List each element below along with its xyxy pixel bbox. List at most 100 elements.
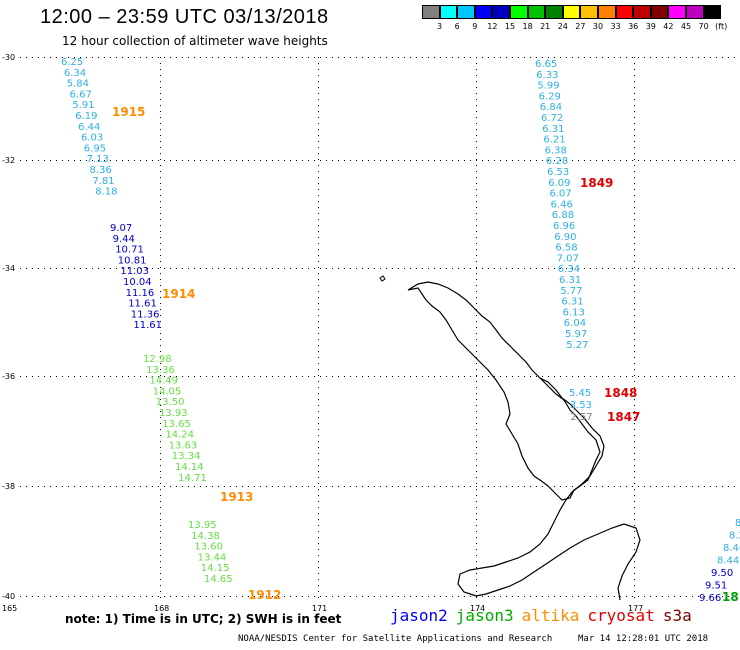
pass-time-label: 1849 [580,176,613,190]
wave-height-value: 7.13 [87,154,109,165]
generated-timestamp: Mar 14 12:28:01 UTC 2018 [578,634,709,644]
wave-height-value: 6.65 [535,59,557,70]
lon-label: 168 [154,604,169,613]
wave-height-value: 6.34 [64,68,86,79]
colorbar-labels: 3 6 9 12 15 18 21 24 27 30 33 36 39 42 45 70 (ft) [422,22,740,34]
legend-s3a: s3a [662,606,692,625]
colorbar-label: 42 [663,22,674,31]
wave-height-value: 6.34 [558,264,580,275]
wave-height-value: 6.21 [543,135,565,146]
wave-height-value: 14.24 [165,430,194,441]
wave-height-value: 11.03 [120,266,149,277]
colorbar-cell [562,5,581,19]
wave-height-value: 6.03 [81,133,103,144]
wave-height-value: 6.38 [545,145,567,156]
wave-height-value: 10.81 [118,255,147,266]
wave-height-value: 6.31 [559,275,581,286]
colorbar-cell [545,5,563,19]
legend-jason3: jason3 [455,606,514,625]
colorbar-cell [580,5,598,19]
wave-height-value: 6.31 [542,124,564,135]
wave-height-value: 9.07 [110,223,132,234]
colorbar [422,5,722,19]
north-island-east-coast [457,377,605,597]
wave-height-value: 14.71 [178,473,207,484]
colorbar-label: 30 [592,22,604,31]
wave-height-value: 5.99 [537,81,559,92]
colorbar-cell [685,5,704,19]
legend-jason2: jason2 [390,606,448,625]
wave-height-value: 14.15 [201,563,230,574]
lat-label: -36 [2,372,15,381]
wave-height-value: 5.97 [565,329,587,340]
wave-height-value: 9.44 [113,234,135,245]
small-island [379,275,386,282]
lon-label: 171 [312,604,327,613]
wave-height-value: 14.65 [204,574,233,585]
wave-height-value: 6.13 [563,307,585,318]
wave-height-value: 3.53 [570,400,592,411]
colorbar-label: 12 [487,22,498,31]
lat-label: -30 [2,53,15,62]
south-island-tip [475,523,641,601]
wave-height-value: 6.53 [547,167,569,178]
colorbar-cell [492,5,510,19]
wave-height-value: 6.28 [546,156,568,167]
lat-label: -40 [2,592,15,601]
wave-height-value: 9.66 [699,593,721,604]
colorbar-label: 45 [680,22,692,31]
wave-height-value: 8.2 [729,531,740,542]
wave-height-value: 6.07 [549,189,571,200]
pass-time-label: 1914 [162,287,195,301]
wave-height-value: 11.16 [126,288,155,299]
wave-height-value: 6.19 [75,111,97,122]
wave-height-value: 6.88 [552,210,574,221]
colorbar-cell [703,5,722,19]
colorbar-cell [615,5,634,19]
colorbar-label: 18 [522,22,533,31]
wave-height-value: 5.27 [566,340,588,351]
note-text: note: 1) Time is in UTC; 2) SWH is in fe… [65,612,342,626]
colorbar-label: 33 [610,22,621,31]
wave-height-value: 10.71 [115,245,144,256]
satellite-legend: jason2 jason3 altika cryosat s3a [390,606,700,625]
wave-height-value: 2.57 [570,412,592,423]
wave-height-value: 10.04 [123,277,152,288]
colorbar-cell [597,5,616,19]
wave-height-value: 8.36 [90,165,112,176]
wave-height-value: 14.49 [149,376,178,387]
wave-height-value: 13.60 [194,542,223,553]
wave-height-value: 13.95 [188,520,217,531]
wave-height-value: 9.51 [705,581,727,592]
north-island-shape [407,281,601,501]
wave-height-value: 13.36 [146,365,175,376]
colorbar-cell [474,5,493,19]
lat-label: -34 [2,264,15,273]
map-grid: -30 -32 -34 -36 -38 -40 165 168 171 174 177 [2,53,735,613]
wave-height-value: 6.67 [70,89,92,100]
wave-height-value: 6.96 [553,221,575,232]
wave-height-value: 14.14 [175,462,204,473]
colorbar-label: 6 [454,22,460,31]
wave-height-value: 5.91 [72,100,94,111]
colorbar-cell [668,5,686,19]
colorbar-label: 70 [698,22,709,31]
wave-height-value: 11.61 [133,320,162,331]
wave-height-value: 11.61 [128,299,157,310]
wave-height-value: 6.31 [561,297,583,308]
wave-height-value: 6.25 [61,57,83,68]
wave-height-value: 14.38 [191,531,220,542]
wave-height-value: 8 [735,518,740,529]
wave-height-value: 8.18 [95,187,117,198]
pass-time-label: 1913 [220,490,253,504]
colorbar-label: 39 [645,22,656,31]
page-subtitle: 12 hour collection of altimeter wave hei… [62,34,328,48]
pass-time-label: 18 [722,590,739,604]
colorbar-label: 21 [540,22,551,31]
pass-time-label: 1847 [607,410,640,424]
wave-height-value: 6.90 [554,232,576,243]
pass-time-label: 1848 [604,386,637,400]
wave-height-value: 14.05 [153,386,182,397]
new-zealand-coastline [379,275,641,601]
